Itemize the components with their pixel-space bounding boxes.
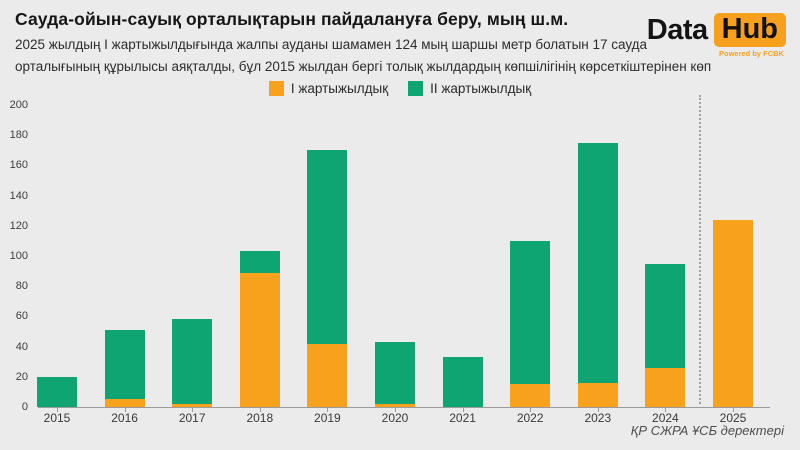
bar-segment-first-half-2025 xyxy=(713,219,753,407)
y-axis-tick-label: 140 xyxy=(9,189,28,202)
bar-segment-second-half-2020 xyxy=(375,342,415,404)
y-axis-tick-label: 160 xyxy=(9,159,28,172)
bar-segment-second-half-2021 xyxy=(442,357,483,407)
x-axis-tick xyxy=(733,408,734,412)
x-axis-line xyxy=(38,407,770,408)
y-axis-tick-label: 0 xyxy=(21,401,28,413)
bar-segment-second-half-2024 xyxy=(645,263,686,368)
x-axis-tick xyxy=(57,408,58,412)
y-axis-tick-label: 60 xyxy=(15,310,28,323)
x-axis-tick xyxy=(530,408,532,412)
chart-subtitle-line1: 2025 жылдың I жартыжылдығында жалпы ауда… xyxy=(15,37,648,52)
legend-item-first-half: I жартыжылдық xyxy=(268,81,389,96)
bar-segment-first-half-2019 xyxy=(307,343,348,407)
y-axis-tick-label: 120 xyxy=(9,219,28,232)
x-axis-tick xyxy=(665,408,667,412)
legend-item-second-half: II жартыжылдық xyxy=(408,81,531,96)
bar-segment-first-half-2022 xyxy=(510,384,551,407)
x-axis-tick xyxy=(327,408,329,412)
bar-segment-second-half-2015 xyxy=(37,376,77,407)
x-axis-tick xyxy=(192,408,194,412)
bar-segment-first-half-2023 xyxy=(577,382,618,407)
chart-title: Сауда-ойын-сауық орталықтарын пайдалануғ… xyxy=(15,9,569,29)
datahub-logo: Data Hub Powered by FCBK xyxy=(647,13,786,58)
x-axis-label-2021: 2021 xyxy=(449,411,476,425)
legend-swatch-orange xyxy=(268,81,284,96)
x-axis-label-2015: 2015 xyxy=(43,411,71,425)
x-axis-tick xyxy=(395,408,396,412)
y-axis-tick-label: 180 xyxy=(9,129,28,142)
legend-swatch-green xyxy=(408,81,424,96)
bar-segment-first-half-2024 xyxy=(645,367,686,407)
bar-segment-second-half-2022 xyxy=(510,240,551,385)
legend-label-first-half: I жартыжылдық xyxy=(290,81,389,96)
x-axis-tick xyxy=(462,408,464,412)
x-axis-tick xyxy=(124,408,126,412)
bar-segment-second-half-2016 xyxy=(104,329,145,400)
bar-segment-first-half-2016 xyxy=(104,399,145,407)
logo-text-data: Data xyxy=(646,13,708,46)
x-axis-label-2018: 2018 xyxy=(246,411,274,425)
x-axis-tick xyxy=(259,408,261,412)
y-axis-tick-label: 20 xyxy=(15,370,28,383)
bar-segment-first-half-2020 xyxy=(375,403,415,407)
x-axis-label-2024: 2024 xyxy=(652,411,679,425)
bar-segment-second-half-2023 xyxy=(577,142,618,383)
x-axis-label-2017: 2017 xyxy=(178,411,206,425)
logo-text-hub: Hub xyxy=(713,13,786,48)
y-axis-tick-label: 200 xyxy=(9,99,28,111)
x-axis-label-2016: 2016 xyxy=(111,411,138,425)
legend-label-second-half: II жартыжылдық xyxy=(430,81,532,96)
x-axis-label-2025: 2025 xyxy=(719,411,747,425)
chart-subtitle-line2: орталығының құрылысы аяқталды, бұл 2015 … xyxy=(15,59,712,74)
bar-segment-second-half-2017 xyxy=(172,319,213,404)
y-axis-tick-label: 80 xyxy=(15,280,28,293)
x-axis-label-2019: 2019 xyxy=(314,411,341,425)
forecast-separator-line xyxy=(699,95,702,404)
y-axis-tick-label: 100 xyxy=(9,250,28,262)
bar-segment-first-half-2017 xyxy=(172,403,213,407)
chart-legend: I жартыжылдық II жартыжылдық xyxy=(0,81,800,96)
bar-segment-second-half-2019 xyxy=(307,150,348,344)
bar-segment-second-half-2018 xyxy=(239,251,280,273)
y-axis-tick-label: 40 xyxy=(15,340,28,353)
x-axis-tick xyxy=(597,408,599,412)
logo-tagline: Powered by FCBK xyxy=(718,49,784,59)
x-axis-label-2023: 2023 xyxy=(584,411,612,425)
data-source-note: ҚР СЖРА ҰСБ деректері xyxy=(630,423,784,438)
bar-segment-first-half-2018 xyxy=(239,272,280,407)
x-axis-label-2020: 2020 xyxy=(381,411,409,425)
x-axis-label-2022: 2022 xyxy=(516,411,544,425)
